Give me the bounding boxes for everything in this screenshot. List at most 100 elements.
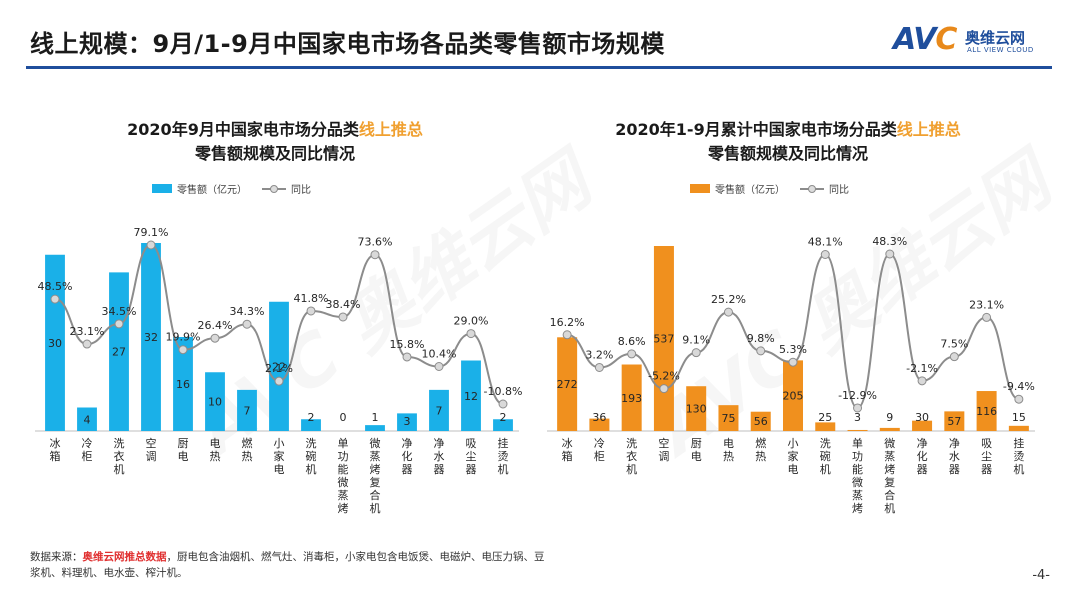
category-label-char: 蒸 xyxy=(852,489,863,502)
bar-value-label: 3 xyxy=(404,415,411,428)
yoy-marker xyxy=(306,306,316,316)
bar-value-label: 22 xyxy=(272,360,286,373)
category-label: 净化器 xyxy=(402,436,413,476)
yoy-value-label: 16.2% xyxy=(550,316,585,329)
category-label-char: 烤 xyxy=(884,462,895,476)
category-label-char: 机 xyxy=(306,462,317,476)
bar-value-label: 0 xyxy=(340,411,347,424)
yoy-marker xyxy=(788,357,798,367)
category-label: 空调 xyxy=(146,436,157,463)
yoy-marker xyxy=(178,345,188,355)
category-label: 冰箱 xyxy=(562,437,573,463)
category-label: 洗衣机 xyxy=(626,437,637,476)
avc-logo: AVC 奥维云网 ALL VIEW CLOUD xyxy=(893,22,1053,60)
category-label: 净水器 xyxy=(434,436,445,476)
chart-title-left: 2020年9月中国家电市场分品类线上推总 零售额规模及同比情况 xyxy=(5,118,545,166)
bar-value-label: 25 xyxy=(818,411,832,424)
yoy-marker xyxy=(434,362,444,372)
category-label-char: 燃 xyxy=(242,436,253,450)
bar xyxy=(879,427,900,431)
category-label-char: 冷 xyxy=(594,437,605,450)
category-label-char: 复 xyxy=(884,475,895,489)
footnote-highlight: 奥维云网推总数据 xyxy=(82,551,167,563)
category-label: 冰箱 xyxy=(50,437,61,463)
category-label-char: 净 xyxy=(434,436,445,450)
bar xyxy=(109,272,129,431)
yoy-value-label: -10.8% xyxy=(484,385,523,398)
category-label-char: 调 xyxy=(146,450,157,463)
bar xyxy=(976,391,997,431)
category-label-char: 能 xyxy=(338,462,349,476)
bar-value-label: 272 xyxy=(557,378,578,391)
category-label: 净水器 xyxy=(949,436,960,476)
bar-value-label: 32 xyxy=(144,331,158,344)
yoy-value-label: 48.5% xyxy=(38,280,73,293)
yoy-value-label: 23.1% xyxy=(969,298,1004,311)
category-label-char: 洗 xyxy=(306,437,317,450)
category-label: 冷柜 xyxy=(594,437,605,463)
yoy-value-label: 10.4% xyxy=(422,348,457,361)
header-divider xyxy=(26,66,1052,69)
category-label-char: 烤 xyxy=(852,501,863,515)
yoy-marker xyxy=(82,339,92,349)
yoy-value-label: -12.9% xyxy=(838,389,877,402)
category-label-char: 机 xyxy=(626,462,637,476)
category-label-char: 吸 xyxy=(466,437,477,450)
legend-line-label: 同比 xyxy=(829,184,849,196)
category-label: 厨电 xyxy=(691,437,702,463)
category-label-char: 挂 xyxy=(1013,436,1024,450)
chart-right: 零售额（亿元） 同比 272 36 193 537 130 75 56 205 25 3 9 30 57 11… xyxy=(547,183,1035,515)
category-label-char: 微 xyxy=(370,436,381,450)
yoy-marker xyxy=(114,319,124,329)
bar-value-label: 2 xyxy=(308,411,315,424)
bar-value-label: 9 xyxy=(886,411,893,424)
bar xyxy=(686,386,707,431)
bar-value-label: 7 xyxy=(244,404,251,417)
yoy-value-label: 25.2% xyxy=(711,293,746,306)
category-label-char: 电 xyxy=(178,450,189,463)
yoy-value-label: -2.1% xyxy=(906,362,938,375)
bar xyxy=(912,420,933,431)
category-label-char: 碗 xyxy=(306,449,317,463)
legend-bar-swatch xyxy=(690,184,710,193)
bar xyxy=(269,301,289,431)
chart-title-right-line2: 零售额规模及同比情况 xyxy=(707,144,868,163)
yoy-marker xyxy=(210,333,220,343)
yoy-line xyxy=(566,252,1020,410)
bar-value-label: 10 xyxy=(208,396,222,409)
logo-avc-text: AVC xyxy=(893,22,957,57)
yoy-marker xyxy=(1014,394,1024,404)
bar-value-label: 30 xyxy=(915,411,929,424)
category-label-char: 合 xyxy=(884,488,895,502)
category-label-char: 电 xyxy=(691,450,702,463)
category-label-char: 洗 xyxy=(820,437,831,450)
bar-value-label: 537 xyxy=(653,333,674,346)
yoy-marker xyxy=(820,250,830,260)
yoy-value-label: 26.4% xyxy=(198,319,233,332)
category-label-char: 柜 xyxy=(594,450,605,463)
bar-value-label: 2 xyxy=(500,411,507,424)
category-label-char: 烫 xyxy=(498,450,509,463)
bar xyxy=(45,254,65,431)
yoy-value-label: 2.1% xyxy=(265,362,293,375)
category-label-char: 小 xyxy=(788,437,799,450)
yoy-marker xyxy=(562,330,572,340)
yoy-value-label: 34.5% xyxy=(102,305,137,318)
category-label-char: 尘 xyxy=(466,450,477,463)
yoy-marker xyxy=(338,312,348,322)
category-label-char: 器 xyxy=(434,463,445,476)
page-title: 线上规模：9月/1-9月中国家电市场各品类零售额市场规模 xyxy=(30,30,665,58)
category-label-char: 器 xyxy=(466,463,477,476)
category-label-char: 电 xyxy=(274,463,285,476)
category-label-char: 柜 xyxy=(82,450,93,463)
category-label-char: 机 xyxy=(1013,462,1024,476)
yoy-value-label: 7.5% xyxy=(940,338,968,351)
bar xyxy=(205,372,225,431)
legend-line-marker xyxy=(270,185,278,193)
category-label-char: 碗 xyxy=(820,449,831,463)
bar-value-label: 193 xyxy=(621,392,642,405)
chart-title-left-line2: 零售额规模及同比情况 xyxy=(194,144,355,163)
category-label-char: 洗 xyxy=(114,437,125,450)
category-label: 洗碗机 xyxy=(306,437,317,476)
category-label-char: 器 xyxy=(917,463,928,476)
